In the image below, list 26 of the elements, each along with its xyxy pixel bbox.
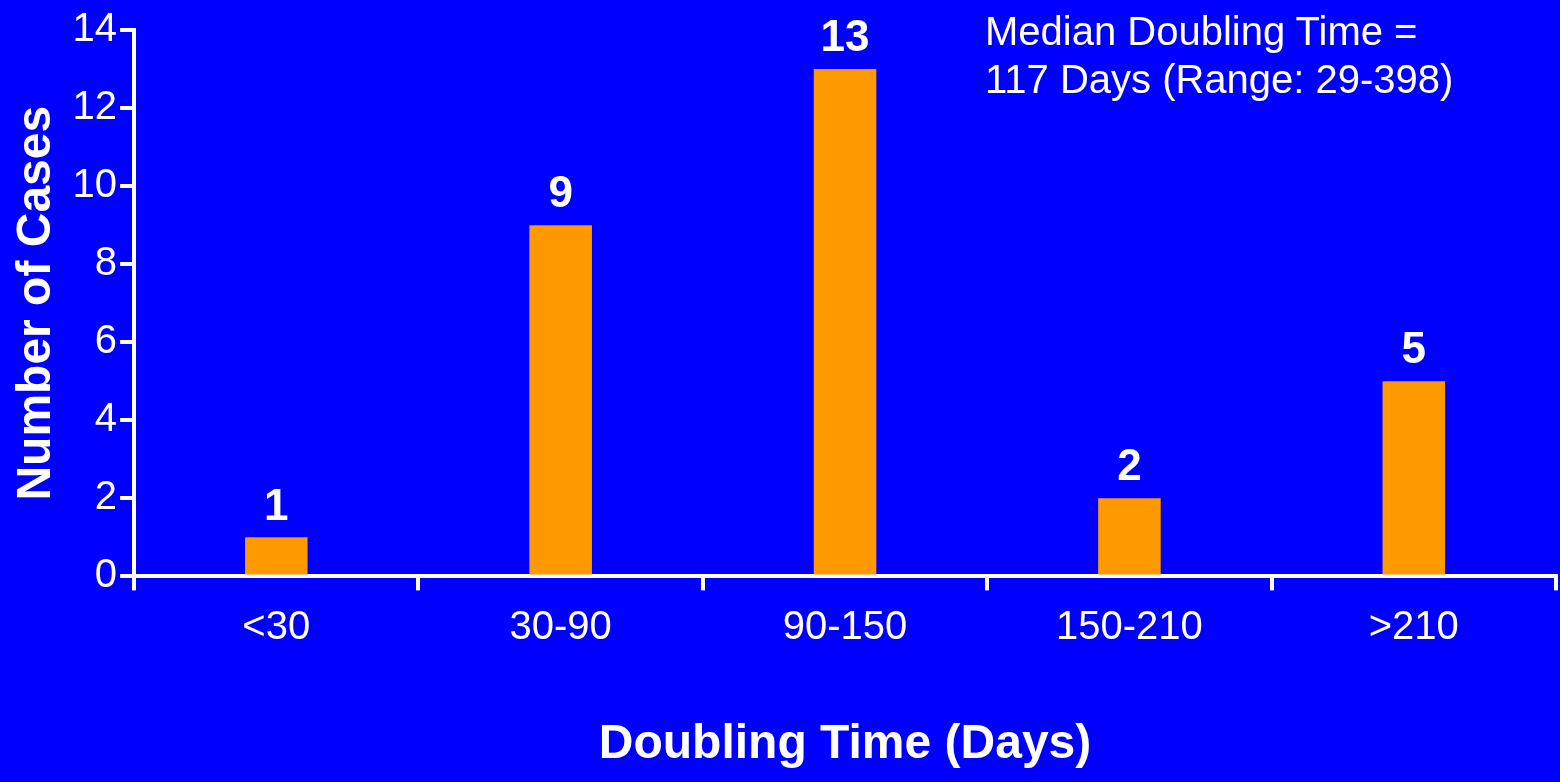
x-tick-label: 90-150	[782, 603, 908, 648]
x-axis-title: Doubling Time (Days)	[598, 715, 1092, 769]
x-tick-label: >210	[1368, 603, 1459, 648]
bar	[245, 537, 308, 575]
y-tick-label: 2	[94, 473, 118, 518]
y-tick-label: 6	[94, 317, 118, 362]
data-label: 2	[1117, 440, 1142, 490]
x-tick-label: <30	[242, 603, 311, 648]
bar	[529, 225, 592, 575]
data-label: 1	[264, 479, 289, 529]
y-tick-label: 0	[94, 551, 118, 596]
x-tick-label: 150-210	[1056, 603, 1203, 648]
bar	[1382, 381, 1446, 575]
y-tick-label: 10	[72, 161, 118, 206]
data-label: 9	[548, 167, 573, 217]
y-axis-title: Number of Cases	[7, 105, 61, 501]
annotation: Median Doubling Time = 117 Days (Range: 29-398)	[985, 9, 1454, 102]
y-tick-label: 4	[94, 395, 118, 440]
bar	[1098, 498, 1161, 575]
x-tick-label: 30-90	[509, 603, 612, 648]
data-label: 5	[1401, 323, 1427, 373]
bar	[813, 69, 877, 575]
y-tick-label: 8	[94, 239, 118, 284]
data-label: 13	[820, 11, 870, 61]
y-tick-label: 12	[72, 83, 118, 128]
y-tick-label: 14	[72, 5, 118, 50]
